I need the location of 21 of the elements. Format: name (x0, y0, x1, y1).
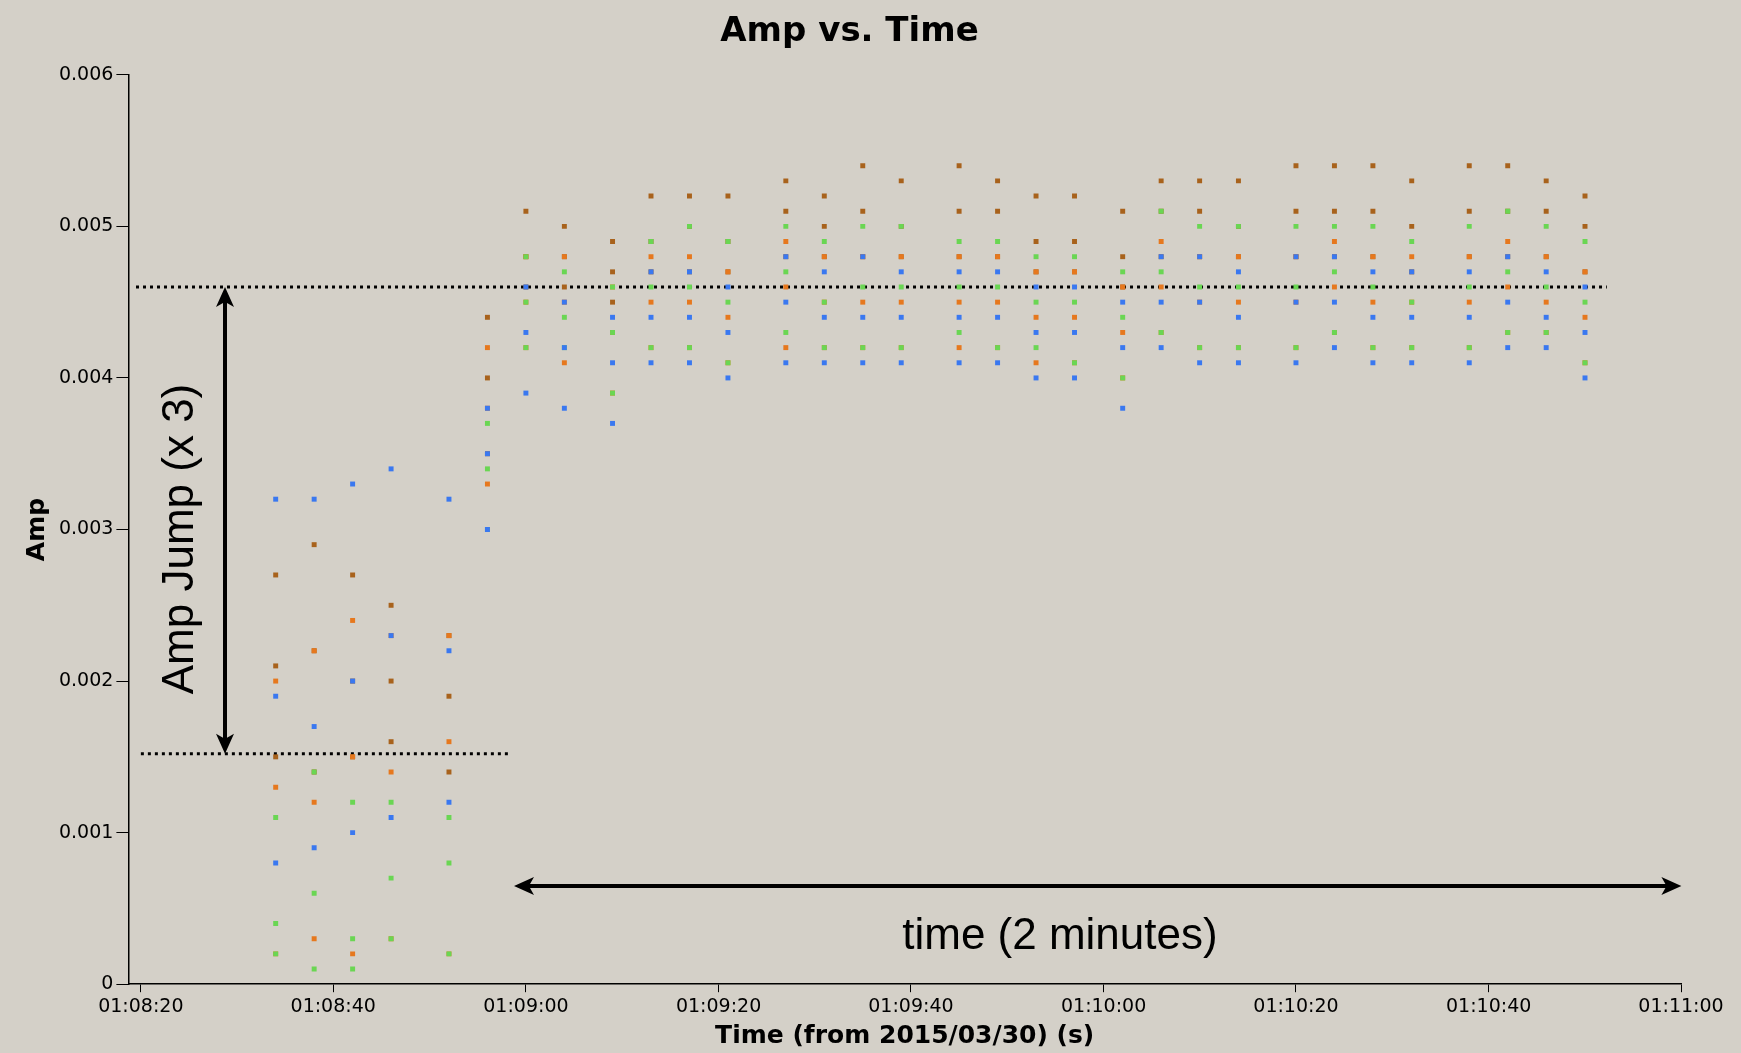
x-tick-label: 01:11:00 (1638, 993, 1724, 1016)
annotation: time (2 minutes) (902, 909, 1218, 960)
x-tick-label: 01:08:20 (98, 993, 184, 1016)
x-tick-label: 01:09:40 (868, 993, 954, 1016)
y-tick-label: 0.002 (58, 668, 114, 690)
y-tick-label: 0.004 (58, 364, 114, 387)
chart-title: Amp vs. Time (720, 9, 979, 50)
x-tick-label: 01:09:20 (675, 993, 762, 1016)
y-tick-label: 0.001 (58, 819, 114, 842)
y-tick-label: 0.006 (58, 61, 114, 84)
y-tick-label: 0.005 (58, 213, 114, 236)
x-tick-label: 01:10:40 (1445, 993, 1532, 1016)
x-tick-label: 01:09:00 (483, 993, 569, 1016)
y-tick-label: 0.003 (58, 516, 114, 539)
x-tick-label: 01:10:00 (1060, 993, 1147, 1016)
y-axis-title: Amp (20, 497, 50, 562)
x-tick-label: 01:08:40 (290, 993, 376, 1016)
y-tick-label: 0 (101, 971, 114, 994)
x-axis-title: Time (from 2015/03/30) (s) (715, 1019, 1095, 1049)
x-tick-label: 01:10:20 (1253, 993, 1339, 1016)
annotation: Amp Jump (x 3) (153, 383, 204, 694)
